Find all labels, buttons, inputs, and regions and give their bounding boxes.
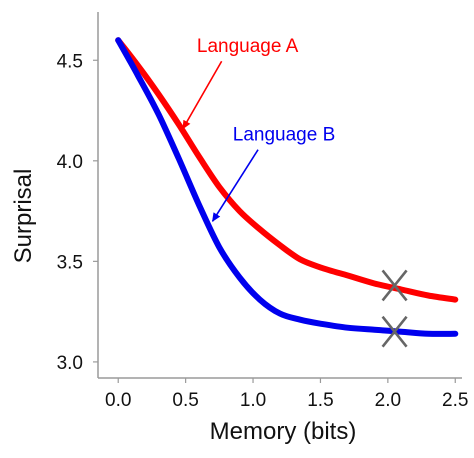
- series-line-b: [115, 37, 459, 337]
- markers: [381, 269, 408, 348]
- x-marker: [381, 315, 408, 348]
- series-lines: [115, 37, 459, 337]
- x-tick-label: 1.0: [240, 390, 266, 411]
- x-tick-label: 2.0: [375, 390, 401, 411]
- y-tick-label: 4.5: [57, 51, 83, 72]
- x-tick-label: 2.5: [442, 390, 468, 411]
- x-tick-label: 0.0: [105, 390, 131, 411]
- axis-labels: Memory (bits) Surprisal: [10, 169, 356, 445]
- axes: 0.0 0.5 1.0 1.5 2.0 2.5 3.0 3.5 4.0 4.5: [57, 12, 468, 411]
- x-marker-stroke: [381, 315, 408, 348]
- series-line-a: [115, 37, 459, 303]
- annotation-label: Language A: [197, 36, 299, 57]
- annotation-label: Language B: [233, 125, 336, 146]
- x-tick-label: 0.5: [172, 390, 198, 411]
- annotations: Language A Language B: [182, 36, 336, 222]
- x-marker-stroke: [381, 269, 408, 302]
- y-tick-label: 3.0: [57, 353, 83, 374]
- y-axis-title: Surprisal: [10, 169, 37, 264]
- x-tick-label: 1.5: [307, 390, 333, 411]
- annotation-arrow: [182, 60, 223, 130]
- annotation-arrow: [211, 149, 259, 222]
- y-tick-label: 3.5: [57, 252, 83, 273]
- x-axis-title: Memory (bits): [210, 418, 357, 445]
- x-marker: [381, 269, 408, 302]
- y-tick-label: 4.0: [57, 152, 83, 173]
